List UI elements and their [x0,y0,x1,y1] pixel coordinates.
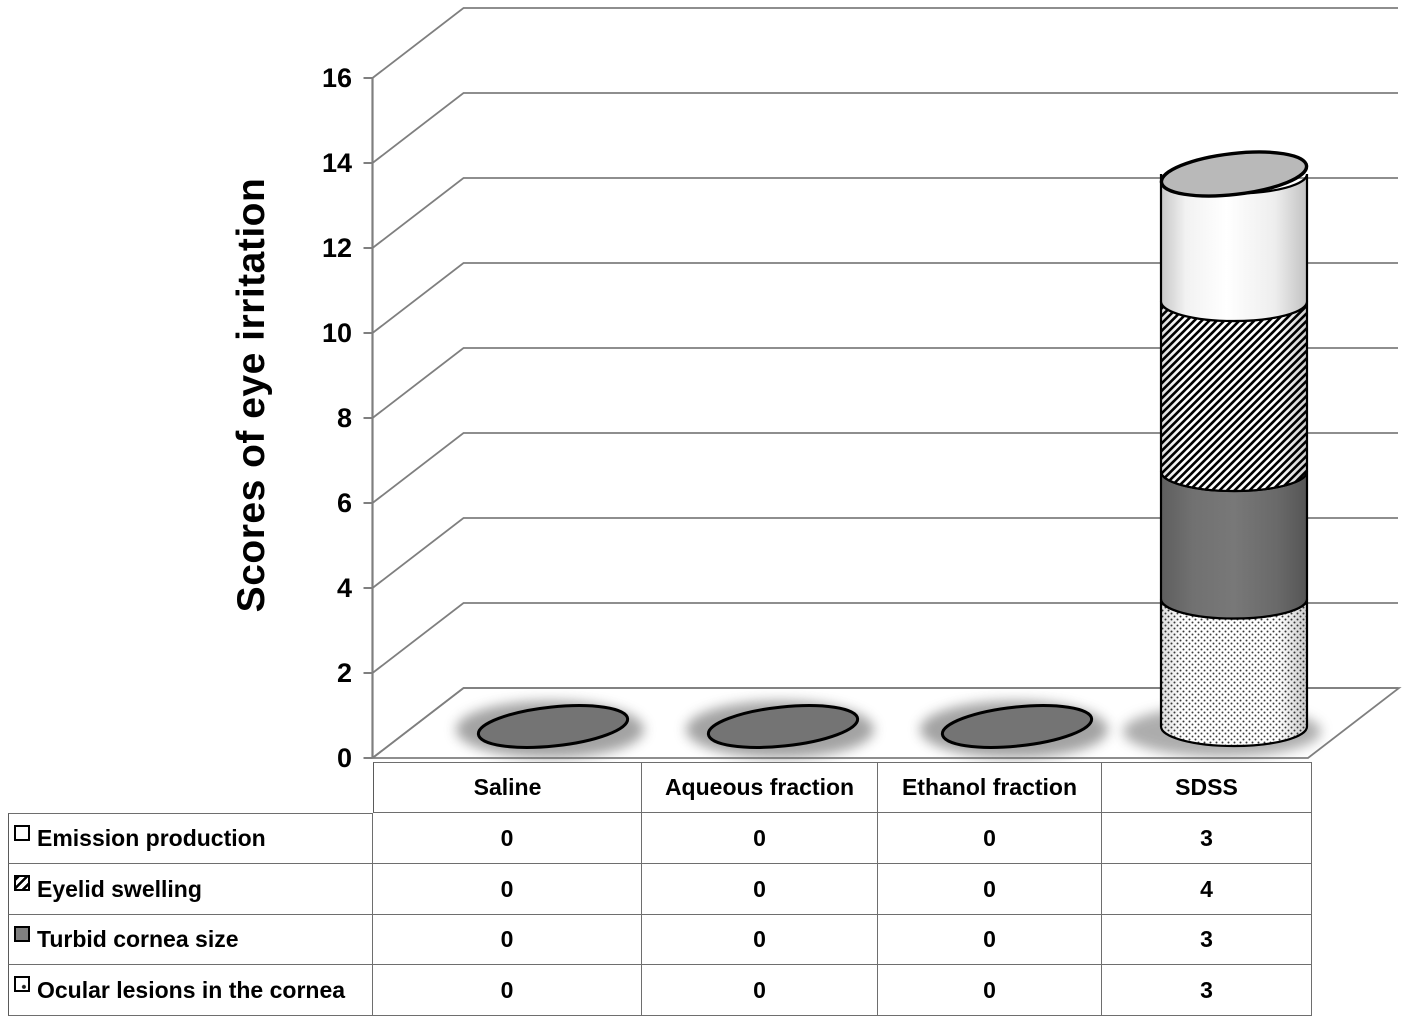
gridline [371,517,1398,589]
zero-bar-ellipse [940,704,1094,749]
gridline [371,347,1398,419]
y-tick-label: 2 [336,658,352,688]
table-value-cell: 0 [373,965,642,1016]
y-tick-label: 8 [336,403,352,433]
gridlines [371,7,1398,759]
legend-cell: Turbid cornea size [8,915,373,965]
table-value-cell: 0 [642,965,878,1016]
table-value-cell: 3 [1102,813,1312,864]
zero-bar-ellipse [706,704,860,749]
table-value-cell: 0 [878,915,1102,965]
y-tick-label: 10 [321,318,352,348]
table-header-cell: Aqueous fraction [642,762,878,813]
table-value-cell: 0 [642,813,878,864]
table-value-cell: 0 [642,915,878,965]
gridline [371,7,1398,79]
table-value-cell: 4 [1102,864,1312,915]
table-value-cell: 0 [373,813,642,864]
table-value-cell: 0 [878,965,1102,1016]
table-value-cell: 0 [642,864,878,915]
gridline [371,262,1398,334]
table-value-cell: 0 [373,864,642,915]
y-tick-label: 4 [336,573,352,603]
legend-cell: Eyelid swelling [8,864,373,915]
data-table: Saline Aqueous fraction Ethanol fraction SD… [8,762,1312,1016]
legend-label: Turbid cornea size [37,926,239,952]
legend-label: Eyelid swelling [37,875,202,902]
table-value-cell: 0 [878,864,1102,915]
legend-swatch-diagonal-hatch [14,875,30,891]
legend-label: Emission production [37,825,266,851]
y-axis-title: Scores of eye irritation [230,177,273,613]
y-tick-label: 6 [336,488,352,518]
table-value-cell: 0 [878,813,1102,864]
legend-cell: Ocular lesions in the cornea [8,965,373,1016]
bar-segment-shading [1161,301,1307,491]
legend-swatch-solid-gray [14,925,30,942]
table-header-cell: SDSS [1102,762,1312,813]
gridline [371,177,1398,249]
zero-bar-ellipse [476,704,630,749]
gridline [371,602,1398,674]
legend-label: Ocular lesions in the cornea [37,976,346,1003]
cylinder-top-cap [1159,150,1309,198]
legend-swatch-solid-white [14,824,30,841]
table-value-cell: 3 [1102,915,1312,965]
table-value-cell: 3 [1102,965,1312,1016]
y-tick-label: 14 [321,148,352,178]
y-tick-label: 0 [336,743,352,773]
y-tick-label: 12 [321,233,352,263]
bar-segment-shading [1161,599,1307,747]
table-value-cell: 0 [373,915,642,965]
table-corner-blank [8,762,373,813]
gridline [371,687,1398,759]
gridline [371,432,1398,504]
gridline [371,92,1398,164]
y-tick-label: 16 [321,63,352,93]
bar-segment-solid-gray [1159,471,1309,620]
legend-cell: Emission production [8,813,373,864]
legend-swatch-dotted [14,976,30,992]
table-header-cell: Saline [373,762,642,813]
table-header-cell: Ethanol fraction [878,762,1102,813]
